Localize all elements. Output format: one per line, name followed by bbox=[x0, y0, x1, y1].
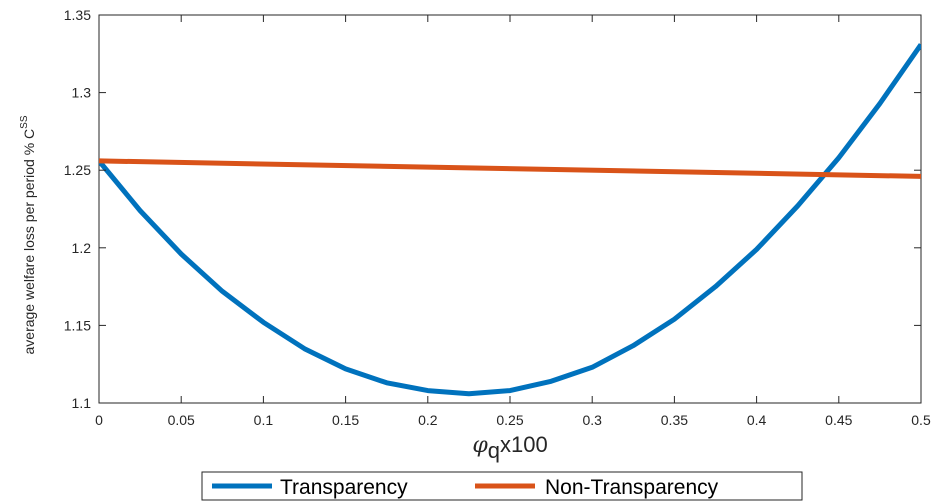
series-line-non-transparency bbox=[99, 158, 921, 179]
plot-area bbox=[98, 14, 922, 404]
x-tick-label: 0.25 bbox=[496, 412, 523, 428]
legend-label-transparency: Transparency bbox=[280, 476, 408, 499]
y-tick-label: 1.35 bbox=[64, 7, 91, 23]
x-tick-label: 0.1 bbox=[254, 412, 274, 428]
x-tick-label: 0.2 bbox=[418, 412, 438, 428]
series-layer bbox=[99, 43, 921, 397]
x-axis-label-suffix: x100 bbox=[500, 432, 548, 457]
legend-label-non-transparency: Non-Transparency bbox=[545, 476, 719, 499]
ticks-layer: 0 0.05 0.1 0.15 0.2 0.25 0.3 0.35 0.4 0.45 0.5 1.1 1… bbox=[64, 7, 931, 428]
y-axis-label-text: average welfare loss per period % C bbox=[21, 129, 37, 355]
x-tick-label: 0.15 bbox=[332, 412, 359, 428]
y-tick-label: 1.15 bbox=[64, 317, 91, 333]
x-tick-label: 0 bbox=[95, 412, 103, 428]
legend: Transparency Non-Transparency bbox=[201, 471, 803, 501]
series-line-transparency bbox=[99, 43, 921, 397]
y-tick-label: 1.3 bbox=[72, 85, 92, 101]
svg-text:φqx100: φqx100 bbox=[472, 432, 547, 463]
y-axis-label: average welfare loss per period % CSS bbox=[19, 115, 37, 354]
x-tick-label: 0.3 bbox=[582, 412, 602, 428]
axes-box bbox=[98, 14, 922, 404]
y-tick-label: 1.25 bbox=[64, 162, 91, 178]
x-axis-label-subscript: q bbox=[488, 438, 500, 463]
svg-text:average welfare loss per perio: average welfare loss per period % CSS bbox=[19, 115, 37, 354]
y-tick-label: 1.2 bbox=[72, 240, 92, 256]
x-tick-label: 0.35 bbox=[661, 412, 688, 428]
x-tick-label: 0.45 bbox=[825, 412, 852, 428]
y-axis-label-superscript: SS bbox=[19, 115, 30, 129]
x-tick-label: 0.5 bbox=[911, 412, 931, 428]
x-tick-label: 0.4 bbox=[747, 412, 767, 428]
x-axis-label: φqx100 bbox=[472, 432, 547, 463]
x-tick-label: 0.05 bbox=[168, 412, 195, 428]
y-tick-label: 1.1 bbox=[72, 395, 92, 411]
x-axis-label-symbol: φ bbox=[472, 433, 488, 458]
